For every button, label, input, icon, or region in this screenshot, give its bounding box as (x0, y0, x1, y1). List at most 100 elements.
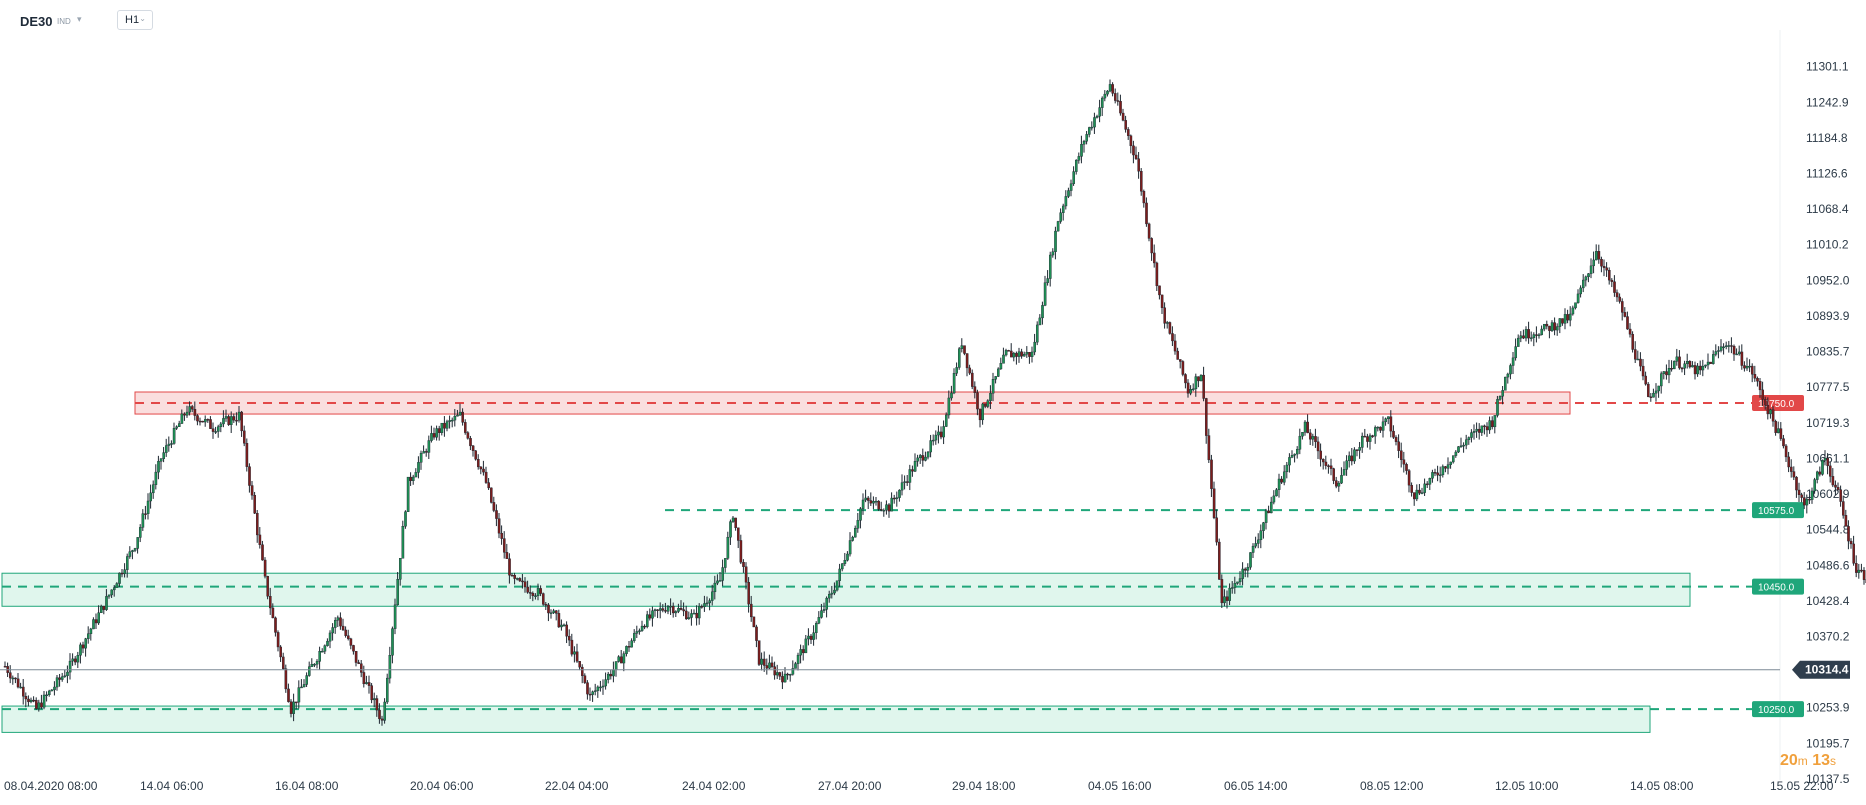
y-tick-label: 11010.2 (1806, 238, 1849, 252)
candle-body (427, 440, 431, 453)
candle-body (1701, 365, 1705, 371)
candle-body (685, 610, 688, 620)
candle-body (185, 411, 189, 416)
candle-body (765, 665, 769, 669)
candle-body (1171, 333, 1174, 342)
candle-body (555, 610, 558, 614)
candle-body (906, 481, 909, 483)
candle-body (1254, 543, 1257, 547)
candle-body (841, 563, 844, 570)
candle-body (1444, 466, 1447, 469)
candle-body (1844, 515, 1848, 527)
candle-body (1059, 212, 1062, 222)
symbol-label[interactable]: DE30 (20, 14, 53, 29)
candle-body (1789, 466, 1793, 472)
candle-body (1072, 171, 1075, 185)
candle-body (266, 576, 270, 597)
candle-body (1262, 522, 1265, 531)
candle-body (1600, 259, 1603, 267)
candle-body (773, 666, 776, 676)
candle-body (1181, 361, 1185, 375)
candle-body (718, 580, 722, 582)
candle-body (1821, 460, 1824, 475)
candle-body (1371, 435, 1374, 437)
candle-body (1623, 312, 1627, 317)
candle-body (1168, 322, 1172, 334)
candle-body (279, 646, 283, 658)
candle-body (1628, 328, 1632, 335)
candle-body (1592, 259, 1595, 267)
candle-body (1410, 485, 1413, 493)
candle-body (547, 604, 550, 614)
candle-body (687, 617, 691, 620)
candle-body (1191, 388, 1195, 391)
candle-body (560, 624, 563, 628)
candle-body (588, 693, 592, 696)
candle-body (261, 544, 264, 561)
timeframe-selector[interactable]: H1 ⌄ (117, 10, 153, 30)
candle-body (1771, 409, 1775, 422)
candle-body (1256, 539, 1260, 544)
candle-body (1142, 191, 1146, 204)
candle-body (282, 656, 285, 669)
candle-body (1134, 154, 1138, 159)
candle-body (495, 510, 498, 519)
candle-body (370, 685, 374, 701)
candle-body (1373, 427, 1377, 437)
candle-body (620, 656, 623, 664)
candle-body (534, 595, 537, 597)
candle-body (991, 379, 995, 394)
candle-body (1514, 346, 1517, 359)
candle-body (365, 682, 368, 685)
candle-body (1761, 389, 1764, 400)
candle-body (1376, 426, 1380, 429)
candle-body (1277, 478, 1281, 490)
candle-body (258, 534, 262, 545)
candle-body (123, 569, 126, 574)
symbol-dropdown-icon[interactable]: ▾ (77, 14, 82, 24)
candle-body (347, 635, 350, 639)
candle-body (380, 718, 384, 721)
y-tick-label: 10370.2 (1806, 630, 1850, 644)
candle-body (354, 650, 358, 663)
candle-body (1368, 435, 1372, 442)
candle-body (874, 500, 878, 503)
candle-body (203, 419, 207, 423)
candle-body (1054, 230, 1057, 252)
candle-body (1173, 340, 1177, 352)
candle-body (1106, 90, 1109, 95)
candle-body (97, 612, 100, 624)
candle-body (500, 532, 504, 539)
candle-body (1493, 415, 1497, 428)
candle-body (471, 445, 475, 451)
candle-body (271, 607, 275, 619)
candle-body (1501, 390, 1504, 397)
candle-body (799, 649, 802, 656)
x-tick-label: 20.04 06:00 (410, 779, 474, 793)
candle-body (1797, 489, 1801, 495)
candle-body (880, 509, 883, 511)
candle-body (276, 632, 280, 648)
candle-body (81, 644, 85, 649)
candle-body (526, 586, 529, 593)
candle-body (131, 550, 134, 552)
candle-body (817, 617, 821, 624)
y-tick-label: 10137.5 (1806, 772, 1850, 786)
candle-body (768, 662, 771, 669)
candle-body (1462, 444, 1465, 447)
candle-body (300, 686, 303, 689)
y-tick-label: 11242.9 (1806, 95, 1849, 109)
candle-body (1337, 482, 1341, 487)
candle-body (305, 675, 309, 685)
candle-body (856, 520, 860, 529)
candle-body (594, 690, 597, 692)
candle-body (575, 651, 579, 662)
candle-body (763, 658, 766, 666)
candle-body (1639, 358, 1642, 367)
candle-body (308, 666, 311, 676)
candle-body (1784, 445, 1788, 458)
candle-body (820, 610, 823, 618)
candle-body (1324, 461, 1328, 466)
candle-body (430, 433, 433, 441)
